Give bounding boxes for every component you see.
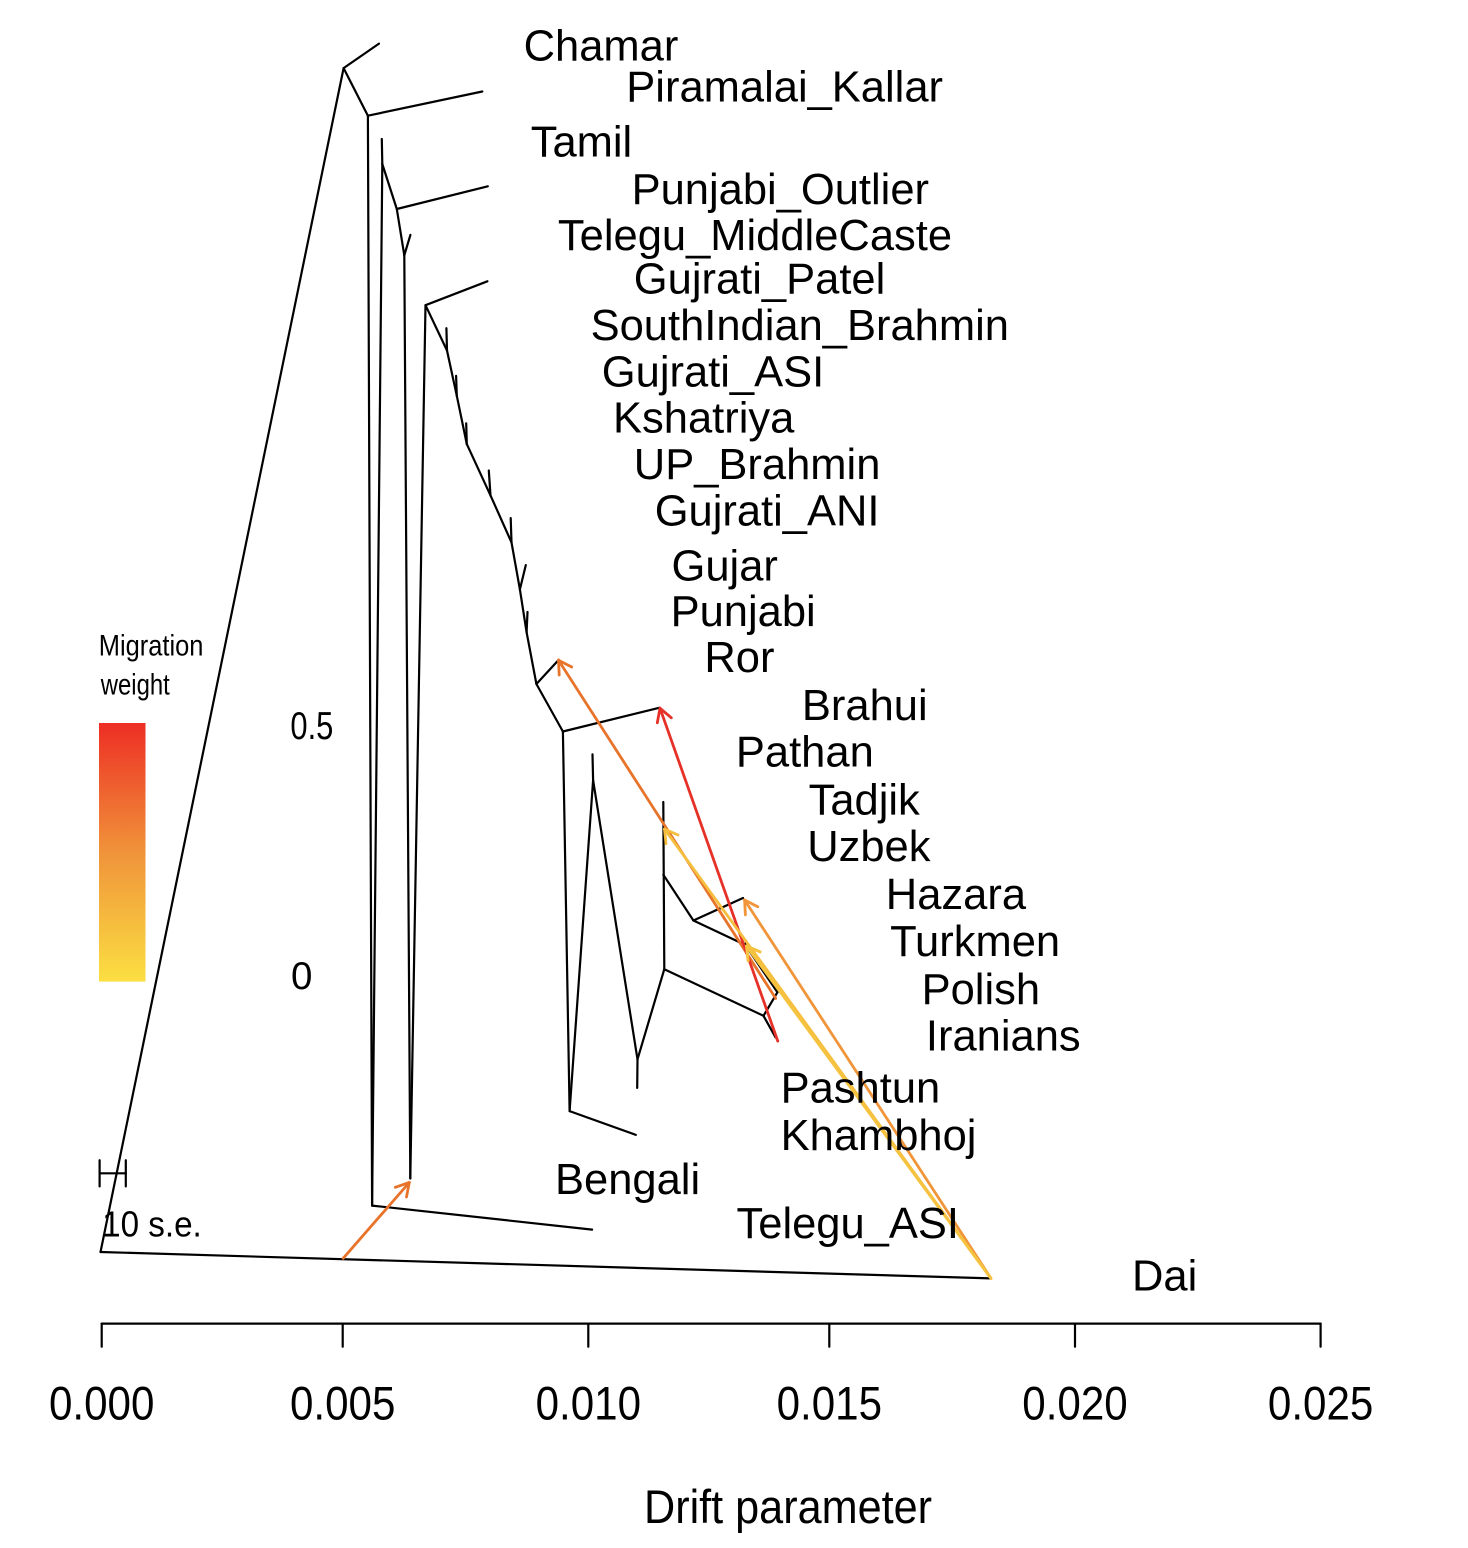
- svg-text:Telegu_ASI: Telegu_ASI: [737, 1200, 960, 1248]
- svg-text:Gujar: Gujar: [672, 543, 778, 591]
- svg-text:Drift parameter: Drift parameter: [644, 1481, 932, 1534]
- svg-text:Migration: Migration: [99, 629, 204, 662]
- svg-text:Pathan: Pathan: [736, 728, 874, 776]
- svg-text:Tamil: Tamil: [531, 118, 633, 166]
- svg-text:Gujrati_ANI: Gujrati_ANI: [655, 488, 880, 536]
- svg-text:Hazara: Hazara: [886, 871, 1027, 919]
- svg-text:0.020: 0.020: [1022, 1377, 1127, 1430]
- svg-text:Dai: Dai: [1132, 1253, 1197, 1301]
- svg-text:UP_Brahmin: UP_Brahmin: [634, 441, 881, 489]
- svg-text:0.005: 0.005: [290, 1377, 395, 1430]
- svg-text:0.000: 0.000: [49, 1377, 154, 1430]
- svg-text:0: 0: [291, 955, 312, 998]
- svg-text:Chamar: Chamar: [524, 23, 679, 71]
- svg-text:Punjabi: Punjabi: [671, 588, 816, 636]
- svg-text:Piramalai_Kallar: Piramalai_Kallar: [626, 64, 943, 112]
- svg-text:0.010: 0.010: [536, 1377, 641, 1430]
- svg-text:Brahui: Brahui: [802, 682, 928, 730]
- svg-text:Tadjik: Tadjik: [809, 776, 920, 824]
- svg-text:Ror: Ror: [704, 634, 774, 682]
- svg-text:Khambhoj: Khambhoj: [781, 1112, 977, 1160]
- svg-text:SouthIndian_Brahmin: SouthIndian_Brahmin: [591, 302, 1009, 350]
- svg-text:Gujrati_ASI: Gujrati_ASI: [602, 348, 824, 396]
- svg-text:Kshatriya: Kshatriya: [613, 395, 795, 443]
- svg-text:Iranians: Iranians: [926, 1012, 1081, 1060]
- svg-text:Punjabi_Outlier: Punjabi_Outlier: [632, 166, 929, 214]
- svg-text:Polish: Polish: [922, 966, 1040, 1014]
- svg-text:Bengali: Bengali: [555, 1156, 700, 1204]
- svg-text:Telegu_MiddleCaste: Telegu_MiddleCaste: [558, 212, 952, 260]
- svg-text:Gujrati_Patel: Gujrati_Patel: [634, 255, 885, 303]
- svg-text:10 s.e.: 10 s.e.: [102, 1204, 202, 1244]
- svg-text:Turkmen: Turkmen: [890, 918, 1060, 966]
- svg-text:Pashtun: Pashtun: [781, 1065, 941, 1113]
- svg-text:weight: weight: [100, 668, 170, 701]
- svg-text:0.025: 0.025: [1268, 1377, 1373, 1430]
- svg-text:0.5: 0.5: [290, 705, 333, 748]
- svg-text:Uzbek: Uzbek: [807, 823, 931, 871]
- svg-text:0.015: 0.015: [777, 1377, 882, 1430]
